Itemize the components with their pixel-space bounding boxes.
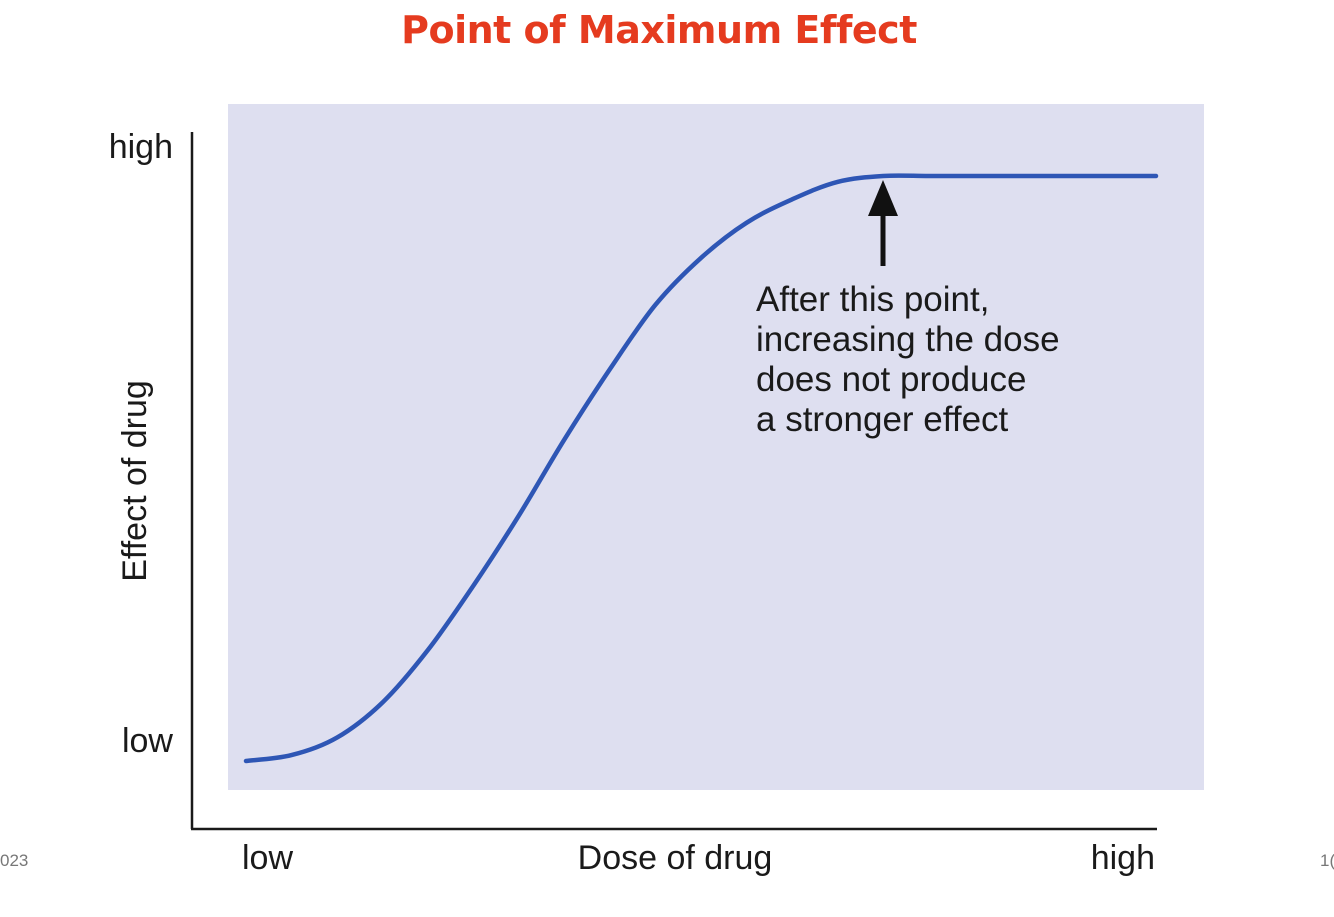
plot-background [228, 104, 1204, 790]
slide-title: Point of Maximum Effect [401, 8, 917, 52]
x-tick-low: low [242, 839, 293, 877]
x-tick-high: high [1091, 839, 1155, 877]
y-tick-high: high [109, 128, 173, 166]
y-axis-label: Effect of drug [116, 380, 154, 582]
annotation-line-1: After this point, [756, 280, 989, 319]
annotation-arrowhead [868, 180, 898, 216]
y-tick-low: low [122, 722, 173, 760]
footer-date-fragment: 023 [0, 851, 29, 870]
annotation-line-2: increasing the dose [756, 320, 1060, 359]
x-axis-label: Dose of drug [578, 839, 773, 877]
annotation-line-4: a stronger effect [756, 400, 1009, 439]
dose-response-line [243, 173, 1159, 764]
footer-page-number: 1( [1320, 851, 1334, 870]
annotation-line-3: does not produce [756, 360, 1026, 399]
